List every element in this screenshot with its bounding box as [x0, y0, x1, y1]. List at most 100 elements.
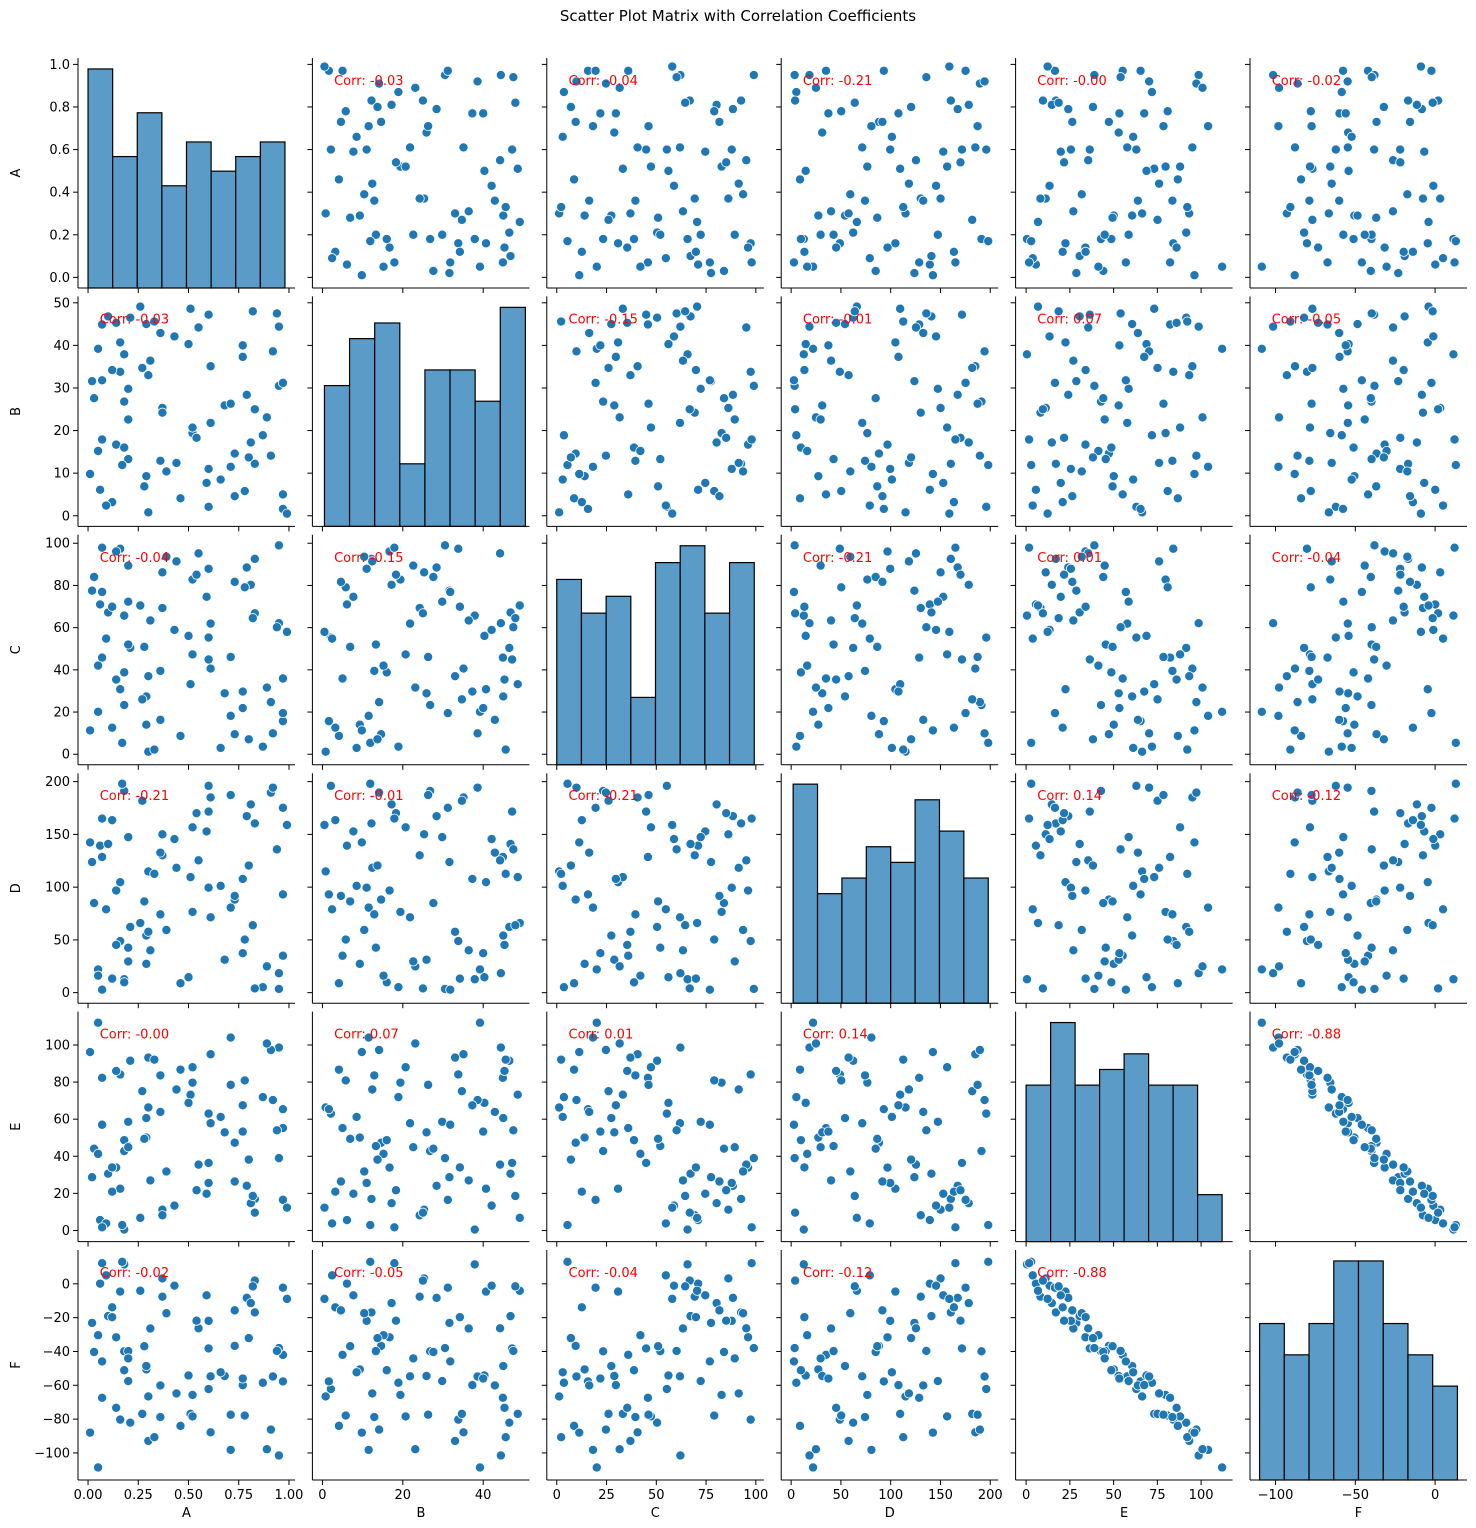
scatter-point [823, 703, 834, 714]
scatter-point [1366, 622, 1377, 633]
scatter-point [1359, 414, 1370, 425]
scatter-point [556, 316, 567, 327]
scatter-point [369, 195, 380, 206]
scatter-point [840, 691, 851, 702]
scatter-point [145, 1175, 156, 1186]
hist-bar [259, 141, 286, 289]
scatter-point [1117, 489, 1128, 500]
scatter-point [870, 265, 881, 276]
scatter-point [445, 1356, 456, 1367]
scatter-point [677, 355, 688, 366]
panel: Corr: -0.04 [1245, 534, 1467, 770]
scatter-point [201, 826, 212, 837]
scatter-point [857, 618, 868, 629]
scatter-point [1055, 146, 1066, 157]
scatter-point [137, 1408, 148, 1419]
scatter-point [692, 216, 703, 227]
scatter-point [1415, 1202, 1426, 1213]
scatter-point [330, 1186, 341, 1197]
scatter-point [161, 466, 172, 477]
scatter-point [1325, 574, 1336, 585]
scatter-point [970, 142, 981, 153]
scatter-point [584, 195, 595, 206]
scatter-point [603, 362, 614, 373]
scatter-point [1067, 491, 1078, 502]
scatter-point [119, 1365, 130, 1376]
scatter-point [714, 890, 725, 901]
scatter-point [815, 560, 826, 571]
scatter-point [956, 309, 967, 320]
scatter-point [1450, 737, 1461, 748]
scatter-point [1083, 1323, 1094, 1334]
scatter-point [565, 1154, 576, 1165]
scatter-point [1060, 684, 1071, 695]
scatter-point [1162, 582, 1173, 593]
scatter-point [161, 1308, 172, 1319]
y-tick-label: 40 [53, 1150, 70, 1165]
scatter-point [111, 1065, 122, 1076]
scatter-point [175, 730, 186, 741]
scatter-point [849, 1190, 860, 1201]
scatter-point [653, 481, 664, 492]
scatter-point [257, 1092, 268, 1103]
scatter-point [97, 1222, 108, 1233]
scatter-point [591, 1017, 602, 1028]
scatter-point [721, 808, 732, 819]
scatter-point [1080, 601, 1091, 612]
scatter-point [93, 343, 104, 354]
scatter-point [960, 1194, 971, 1205]
scatter-point [826, 1323, 837, 1334]
scatter-point [570, 1340, 581, 1351]
scatter-point [1137, 208, 1148, 219]
scatter-point [337, 1349, 348, 1360]
scatter-point [219, 688, 230, 699]
scatter-point [1103, 729, 1114, 740]
scatter-point [1182, 744, 1193, 755]
scatter-point [652, 312, 663, 323]
scatter-point [1334, 328, 1345, 339]
scatter-point [143, 926, 154, 937]
scatter-point [1167, 909, 1178, 920]
scatter-point [655, 229, 666, 240]
scatter-point [1042, 626, 1053, 637]
scatter-point [410, 82, 421, 93]
scatter-point [663, 165, 674, 176]
scatter-point [1306, 121, 1317, 132]
scatter-point [1154, 178, 1165, 189]
scatter-point [1433, 404, 1444, 415]
scatter-point [709, 934, 720, 945]
scatter-point [319, 1293, 330, 1304]
scatter-point [507, 654, 518, 665]
scatter-point [1106, 977, 1117, 988]
scatter-point [414, 193, 425, 204]
scatter-point [1127, 930, 1138, 941]
scatter-point [1108, 719, 1119, 730]
scatter-point [927, 469, 938, 480]
scatter-point [1191, 787, 1202, 798]
scatter-point [921, 1125, 932, 1136]
scatter-point [185, 679, 196, 690]
scatter-point [738, 1166, 749, 1177]
scatter-point [562, 778, 573, 789]
scatter-point [1438, 904, 1449, 915]
scatter-point [610, 873, 621, 884]
scatter-point [952, 104, 963, 115]
scatter-point [510, 97, 521, 108]
scatter-point [598, 396, 609, 407]
scatter-point [155, 714, 166, 725]
scatter-point [893, 351, 904, 362]
scatter-point [489, 714, 500, 725]
scatter-point [569, 1064, 580, 1075]
scatter-point [960, 1282, 971, 1293]
panel: Corr: -0.04 [541, 58, 764, 293]
scatter-point [421, 954, 432, 965]
scatter-point [384, 885, 395, 896]
scatter-point [1132, 714, 1143, 725]
scatter-point [1306, 1079, 1317, 1090]
scatter-point [711, 1198, 722, 1209]
scatter-point [1107, 1341, 1118, 1352]
scatter-point [428, 265, 439, 276]
scatter-point [579, 958, 590, 969]
scatter-point [474, 1462, 485, 1473]
